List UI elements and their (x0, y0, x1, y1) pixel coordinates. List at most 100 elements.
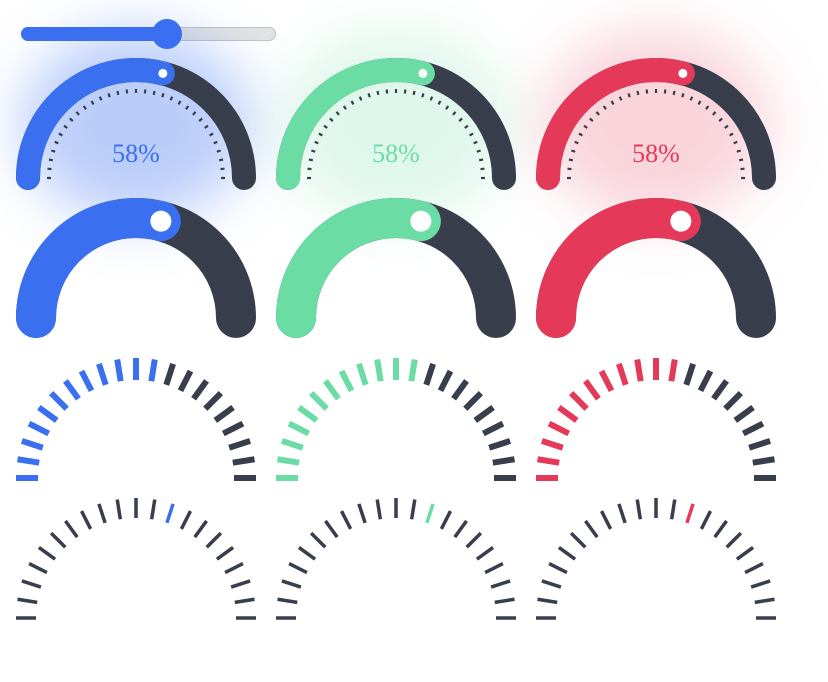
tick-gauge-green (276, 498, 516, 620)
gauge-segment (148, 359, 158, 382)
scale-dot (314, 140, 319, 145)
thick-gauge-green (276, 198, 516, 338)
gauge-value-arc (16, 58, 175, 190)
gauge-tick (149, 499, 157, 520)
scale-dot (437, 100, 442, 105)
scale-dot (724, 124, 729, 129)
scale-dot (729, 132, 734, 137)
gauge-tick (281, 579, 302, 589)
gauge-segment (408, 359, 418, 382)
gauge-percent-red: 58% (632, 139, 680, 168)
gauge-segment (203, 391, 223, 411)
gauge-knob (670, 210, 692, 232)
scale-dot (458, 117, 463, 122)
scale-dot (198, 117, 203, 122)
scale-dot (733, 140, 738, 145)
scale-dot (48, 158, 54, 162)
gauge-segment (191, 379, 209, 401)
scale-dot (192, 111, 197, 116)
gauge-tick (744, 561, 764, 575)
scale-dot (602, 105, 607, 110)
scale-dot (736, 149, 741, 153)
gauge-tick (297, 546, 317, 561)
scale-dot (445, 105, 450, 110)
gauge-tick (409, 499, 417, 520)
scale-dot (185, 105, 190, 110)
scale-dot (589, 117, 594, 122)
gauge-segment (78, 369, 95, 393)
gauge-segment (338, 369, 355, 393)
gauge-segment (488, 438, 512, 451)
scale-dot (358, 96, 363, 101)
gauge-tick (453, 519, 468, 539)
scale-dot (718, 117, 723, 122)
scale-dot (342, 105, 347, 110)
scale-dot (216, 149, 221, 153)
gauge-tick (215, 546, 235, 561)
gauge-tick (537, 597, 558, 605)
gauge-tick (339, 510, 353, 530)
gauge-segment (437, 369, 454, 393)
gauge-segment (537, 456, 560, 466)
value-slider[interactable] (21, 19, 276, 49)
gauge-value-arc (276, 58, 435, 190)
scale-dot (335, 111, 340, 116)
gauge-tick (669, 499, 677, 520)
slider-fill (21, 27, 169, 41)
scale-dot (75, 111, 80, 116)
gauge-segment (309, 391, 329, 411)
scale-dot (169, 96, 174, 101)
gauge-segment (27, 420, 51, 437)
gauge-tick (37, 546, 57, 561)
gauge-tick (193, 519, 208, 539)
gauge-segment (163, 362, 176, 386)
scale-dot (712, 111, 717, 116)
gauge-segment (287, 420, 311, 437)
scale-dot (51, 149, 56, 153)
scale-dot (478, 158, 484, 162)
scale-dot (218, 158, 224, 162)
gauge-segment (96, 362, 109, 386)
gauge-segment (323, 379, 341, 401)
scale-dot (452, 111, 457, 116)
scale-dot (571, 149, 576, 153)
gauge-segment (114, 359, 124, 382)
scale-dot (412, 90, 416, 96)
gauge-tick (324, 519, 339, 539)
gauge-knob (150, 210, 172, 232)
gauge-segment (492, 456, 515, 466)
slider-thumb[interactable] (152, 19, 183, 49)
gauge-tick (357, 503, 367, 524)
scale-dot (476, 149, 481, 153)
gauge-tick (541, 579, 562, 589)
gauge-tick (115, 499, 123, 520)
gauge-value-arc (536, 198, 701, 338)
gauge-tick (725, 531, 743, 549)
gauge-segment (213, 405, 235, 423)
scale-dot (672, 90, 676, 96)
ring-gauge-red (536, 58, 776, 190)
gauge-segment (481, 420, 505, 437)
scale-dot (705, 105, 710, 110)
gauge-segment (634, 359, 644, 382)
gauge-segment (228, 438, 252, 451)
scale-dot (697, 100, 702, 105)
gauge-tick (490, 579, 511, 589)
gauge-value-arc (536, 58, 695, 190)
gauge-segment (711, 379, 729, 401)
scale-dot (152, 90, 156, 96)
ring-gauge-green (276, 58, 516, 190)
scale-dot (107, 93, 111, 98)
gauge-value-arc (276, 198, 441, 338)
gauge-knob (418, 68, 428, 78)
gauge-tick (277, 597, 298, 605)
gauge-segment (423, 362, 436, 386)
gauge-segment (374, 359, 384, 382)
gauge-tick (557, 546, 577, 561)
gauge-tick (754, 597, 775, 605)
scale-dot (681, 93, 685, 98)
gauge-segment (557, 405, 579, 423)
gauge-value-arc (16, 198, 181, 338)
segment-gauge-blue (16, 358, 256, 481)
gauge-tick (475, 546, 495, 561)
